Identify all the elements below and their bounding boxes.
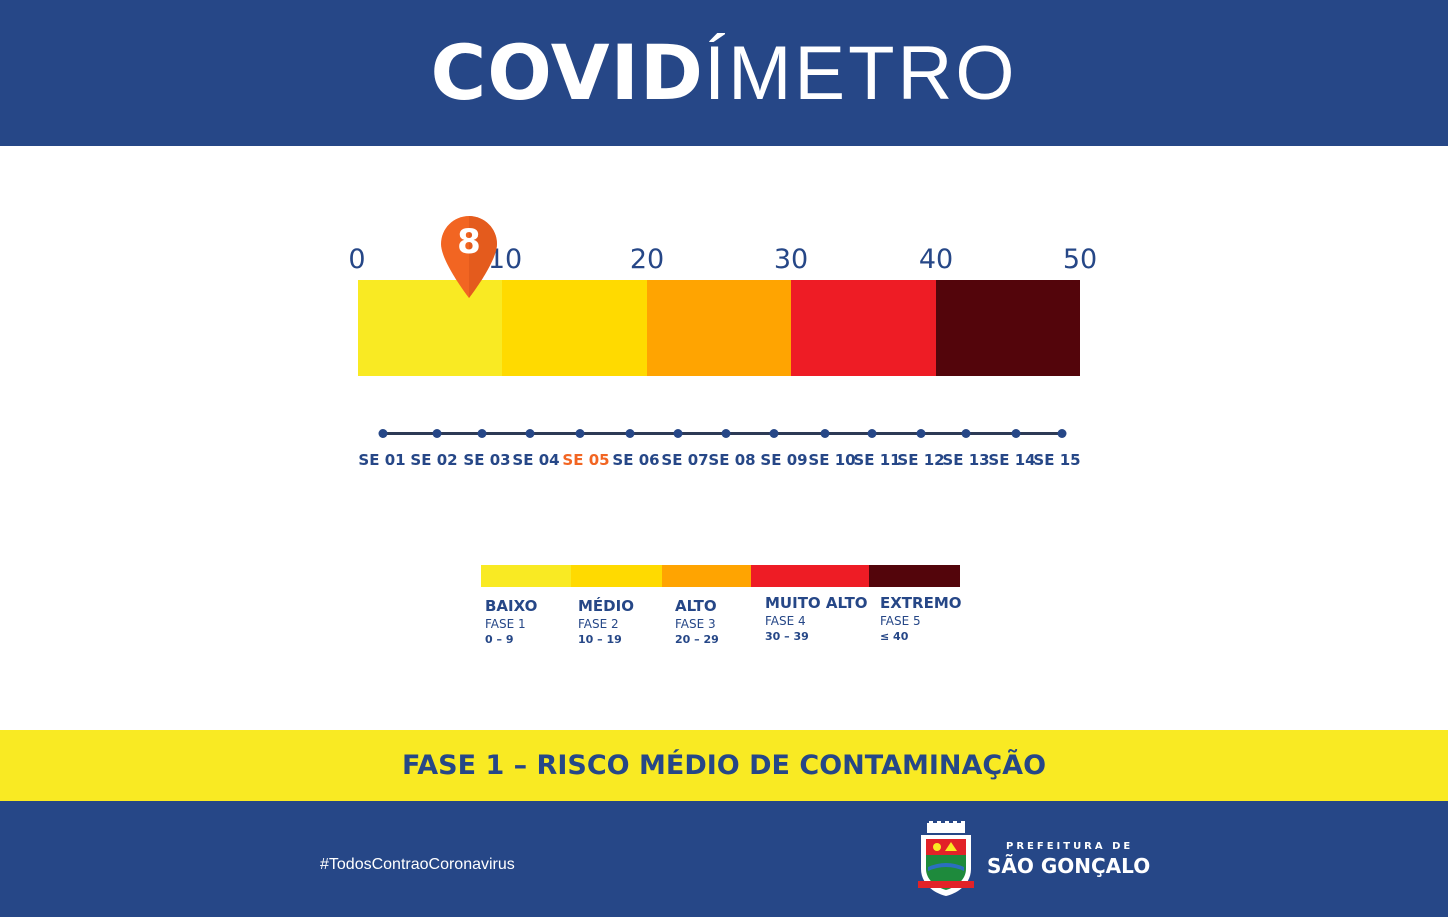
legend-range: 10 – 19 (578, 633, 622, 646)
header-bar: COVIDÍMETRO (0, 0, 1448, 146)
legend-phase: FASE 1 (485, 617, 526, 631)
scale-label-50: 50 (1062, 244, 1098, 275)
timeline-dot (673, 429, 683, 438)
week-label: SE 13 (942, 451, 990, 469)
footer-bar: #TodosContraoCoronavirus PREFEITURA DE S… (0, 801, 1448, 917)
week-label: SE 15 (1033, 451, 1081, 469)
timeline-dot (721, 429, 731, 438)
legend-level-name: ALTO (675, 597, 717, 615)
week-label: SE 04 (512, 451, 560, 469)
timeline-dot (867, 429, 877, 438)
legend-swatch (481, 565, 571, 587)
legend-range: 30 – 39 (765, 630, 809, 643)
week-label: SE 10 (808, 451, 856, 469)
week-label: SE 08 (708, 451, 756, 469)
legend-item: ALTO FASE 3 20 – 29 (675, 597, 719, 646)
timeline-dot (1011, 429, 1021, 438)
scale-label-30: 30 (773, 244, 809, 275)
timeline-dot (916, 429, 926, 438)
phase-banner-text: FASE 1 – RISCO MÉDIO DE CONTAMINAÇÃO (401, 750, 1047, 781)
scale-label-0: 0 (348, 244, 366, 275)
scale-label-40: 40 (918, 244, 954, 275)
prefeitura-label: PREFEITURA DE (1006, 841, 1134, 852)
legend-swatch (751, 565, 869, 587)
timeline-dot (820, 429, 830, 438)
legend-level-name: MÉDIO (578, 597, 634, 615)
timeline-dot (1057, 429, 1067, 438)
legend-item: EXTREMO FASE 5 ≤ 40 (880, 594, 962, 643)
timeline-dot (378, 429, 388, 438)
timeline-dot (477, 429, 487, 438)
timeline-dot (575, 429, 585, 438)
legend-swatch (869, 565, 960, 587)
gauge-segment-2 (502, 280, 647, 376)
title-bold: COVID (430, 27, 704, 117)
page-title: COVIDÍMETRO (430, 34, 1017, 112)
timeline-dot (961, 429, 971, 438)
week-label: SE 14 (988, 451, 1036, 469)
timeline-dot (625, 429, 635, 438)
week-label: SE 01 (358, 451, 406, 469)
legend-item: MÉDIO FASE 2 10 – 19 (578, 597, 634, 646)
legend-phase: FASE 4 (765, 614, 806, 628)
city-name: SÃO GONÇALO (987, 854, 1151, 878)
legend-level-name: BAIXO (485, 597, 538, 615)
legend-item: MUITO ALTO FASE 4 30 – 39 (765, 594, 868, 643)
gauge-segment-3 (646, 280, 792, 376)
legend-range: 0 – 9 (485, 633, 514, 646)
week-label: SE 09 (760, 451, 808, 469)
gauge-marker-value: 8 (457, 222, 481, 262)
timeline-dot (525, 429, 535, 438)
week-label: SE 03 (463, 451, 511, 469)
gauge-segment-5 (935, 280, 1080, 376)
legend-range: ≤ 40 (880, 630, 909, 643)
legend-level-name: MUITO ALTO (765, 594, 868, 612)
timeline-dot (769, 429, 779, 438)
legend-swatch (662, 565, 751, 587)
hashtag: #TodosContraoCoronavirus (320, 856, 515, 873)
legend-item: BAIXO FASE 1 0 – 9 (485, 597, 537, 646)
legend-level-name: EXTREMO (880, 594, 962, 612)
legend-phase: FASE 2 (578, 617, 619, 631)
week-label: SE 02 (410, 451, 458, 469)
week-label: SE 07 (661, 451, 709, 469)
city-crest-icon (918, 821, 974, 896)
week-label: SE 06 (612, 451, 660, 469)
legend-phase: FASE 3 (675, 617, 716, 631)
legend-range: 20 – 29 (675, 633, 719, 646)
week-label: SE 05 (562, 451, 610, 469)
gauge-segment-1 (358, 280, 503, 376)
timeline-dot (432, 429, 442, 438)
scale-label-20: 20 (629, 244, 665, 275)
legend-phase: FASE 5 (880, 614, 921, 628)
gauge-segment-4 (791, 280, 936, 376)
legend-swatch (571, 565, 662, 587)
title-light: ÍMETRO (703, 30, 1018, 116)
week-label: SE 11 (853, 451, 901, 469)
week-label: SE 12 (897, 451, 945, 469)
location-pin-icon (441, 216, 497, 298)
phase-banner: FASE 1 – RISCO MÉDIO DE CONTAMINAÇÃO (0, 730, 1448, 801)
